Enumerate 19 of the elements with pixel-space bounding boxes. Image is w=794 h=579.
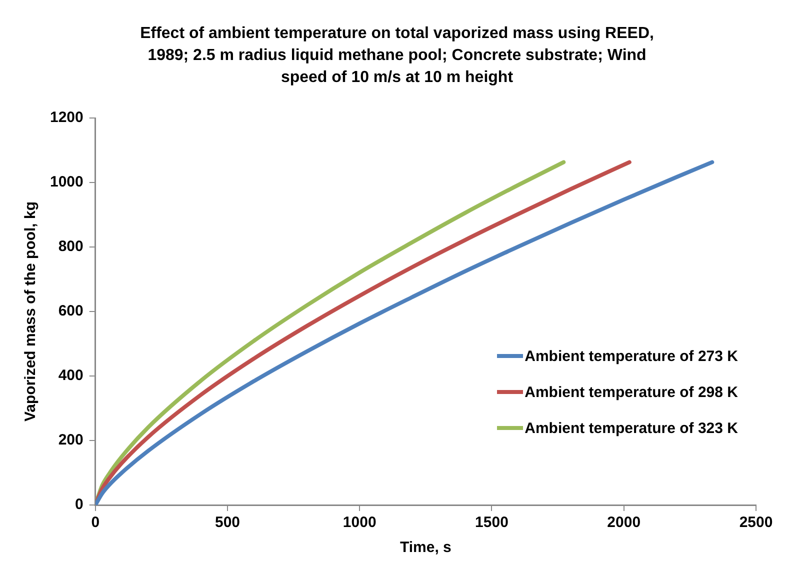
- y-tick-label: 400: [58, 367, 84, 384]
- x-tick-label: 1500: [475, 514, 508, 532]
- y-tick-label: 0: [75, 496, 84, 514]
- y-tick-label: 600: [58, 302, 84, 320]
- x-tick-label: 0: [91, 514, 100, 532]
- x-tick-label: 1000: [342, 514, 376, 532]
- x-tick-label: 500: [214, 514, 240, 532]
- x-tick-label: 2500: [739, 514, 773, 532]
- legend-label: Ambient temperature of 323 K: [524, 420, 738, 436]
- y-tick-label: 200: [58, 432, 84, 449]
- y-tick-label: 800: [58, 238, 84, 256]
- legend-label: Ambient temperature of 298 K: [524, 384, 738, 400]
- y-tick-label: 1200: [50, 109, 84, 126]
- chart-title: Effect of ambient temperature on total vaporized mass using REED, 1989; 2.5 m radius liquid methane pool; Concrete substrate; Wind speed of 10 m/s at 10 m height: [139, 24, 655, 88]
- y-axis-title: Vaporized mass of the pool, kg: [22, 201, 40, 422]
- y-tick-label: 1000: [50, 174, 84, 191]
- x-axis-title: Time, s: [400, 539, 452, 556]
- x-tick-label: 2000: [607, 514, 641, 532]
- legend-label: Ambient temperature of 273 K: [524, 348, 738, 364]
